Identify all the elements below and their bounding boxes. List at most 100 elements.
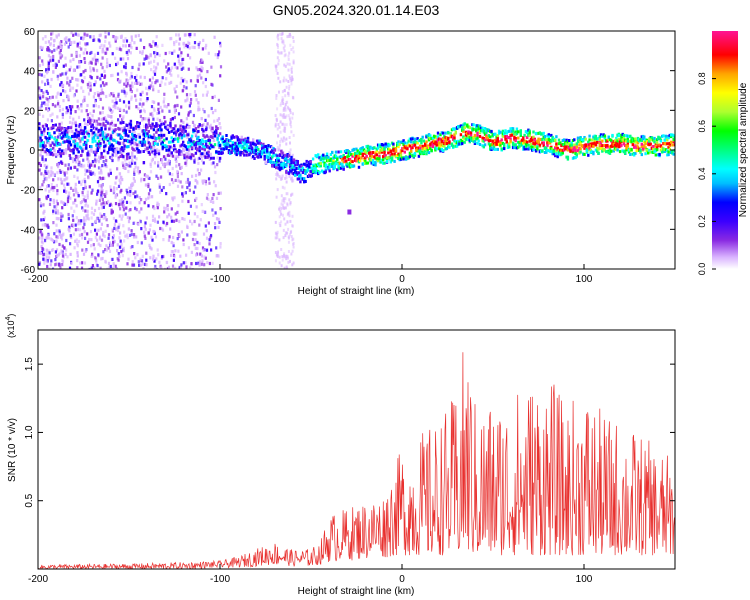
spectrogram-cell	[282, 79, 285, 83]
spectrogram-cell	[92, 266, 95, 269]
spectrogram-cell	[51, 141, 54, 145]
spectrogram-cell	[413, 143, 417, 147]
spectrogram-cell	[137, 125, 140, 129]
spectrogram-cell	[182, 148, 185, 153]
spectrogram-cell	[440, 140, 443, 144]
spectrogram-cell	[77, 115, 81, 119]
spectrogram-cell	[128, 186, 131, 190]
spectrogram-cell	[183, 144, 186, 147]
spectrogram-cell	[482, 145, 485, 149]
spectrogram-cell	[112, 92, 115, 96]
spectrogram-cell	[227, 149, 231, 152]
spectrogram-cell	[175, 33, 178, 37]
spectrogram-cell	[43, 209, 46, 213]
spectrogram-cell	[157, 152, 161, 156]
spectrogram-cell	[582, 138, 585, 142]
spectrogram-cell	[207, 221, 210, 225]
spectrogram-cell	[185, 253, 188, 257]
spectrogram-cell	[304, 172, 307, 175]
spectrogram-cell	[158, 118, 162, 123]
spectrogram-cell	[513, 146, 516, 150]
spectrogram-cell	[119, 134, 122, 138]
spectrogram-cell	[76, 144, 79, 148]
spectrogram-cell	[143, 129, 147, 133]
spectrogram-cell	[503, 132, 506, 136]
spectrogram-cell	[169, 227, 172, 231]
spectrogram-cell	[139, 143, 142, 147]
spectrogram-cell	[188, 41, 191, 46]
spectrogram-cell	[44, 239, 47, 243]
spectrogram-cell	[84, 172, 87, 176]
spectrogram-cell	[189, 266, 192, 269]
spectrogram-cell	[42, 253, 45, 257]
spectrogram-cell	[458, 142, 461, 146]
spectrogram-cell	[596, 146, 599, 150]
spectrogram-cell	[275, 166, 278, 170]
spectrogram-cell	[89, 230, 93, 234]
spectrogram-cell	[648, 143, 651, 147]
spectrogram-cell	[176, 137, 180, 141]
spectrogram-cell	[277, 123, 280, 126]
spectrogram-cell	[347, 209, 352, 215]
spectrogram-cell	[406, 147, 409, 151]
spectrogram-cell	[520, 141, 524, 145]
spectrogram-cell	[67, 182, 71, 186]
spectrogram-cell	[57, 177, 60, 181]
spectrogram-cell	[181, 194, 184, 198]
spectrogram-cell	[238, 141, 241, 145]
spectrogram-cell	[453, 136, 456, 140]
spectrogram-cell	[197, 261, 200, 265]
spectrogram-cell	[63, 171, 66, 175]
spectrogram-cell	[537, 137, 540, 141]
spectrogram-cell	[89, 171, 92, 176]
spectrogram-cell	[54, 250, 57, 254]
spectrogram-cell	[334, 154, 338, 158]
spectrogram-cell	[80, 36, 83, 40]
spectrogram-cell	[115, 152, 119, 156]
spectrogram-cell	[399, 140, 403, 144]
spectrogram-cell	[394, 155, 398, 159]
spectrogram-cell	[290, 125, 293, 129]
spectrogram-cell	[644, 138, 647, 142]
spectrogram-cell	[296, 177, 299, 181]
spectrogram-cell	[276, 188, 279, 192]
spectrogram-cell	[429, 137, 432, 140]
spectrogram-cell	[590, 138, 594, 142]
spectrogram-cell	[505, 140, 508, 144]
spectrogram-cell	[151, 136, 154, 140]
spectrogram-cell	[56, 77, 60, 81]
spectrogram-cell	[292, 261, 295, 265]
spectrogram-cell	[147, 204, 150, 208]
spectrogram-cell	[122, 44, 125, 48]
spectrogram-cell	[69, 136, 73, 140]
spectrogram-cell	[112, 105, 115, 109]
spectrogram-cell	[80, 146, 83, 150]
spectrogram-cell	[282, 98, 285, 102]
spectrogram-cell	[109, 264, 112, 269]
spectrogram-cell	[291, 95, 294, 99]
spectrogram-cell	[91, 140, 94, 144]
spectrogram-cell	[137, 150, 140, 154]
spectrogram-cell	[66, 81, 69, 85]
spectrogram-cell	[447, 131, 450, 135]
spectrogram-cell	[532, 148, 535, 151]
spectrogram-cell	[163, 97, 166, 101]
spectrogram-cell	[165, 126, 168, 129]
spectrogram-cell	[398, 158, 401, 162]
spectrogram-cell	[74, 188, 78, 192]
spectrogram-cell	[50, 32, 53, 36]
spectrogram-cell	[274, 114, 277, 117]
spectrogram-cell	[348, 151, 352, 155]
spectrogram-cell	[427, 133, 431, 137]
spectrogram-cell	[280, 51, 283, 55]
spectrogram-cell	[160, 160, 163, 164]
spectrogram-cell	[118, 47, 121, 51]
spectrogram-cell	[102, 117, 105, 121]
spectrogram-cell	[287, 154, 291, 158]
spectrogram-cell	[86, 103, 89, 108]
spectrogram-cell	[454, 130, 457, 134]
spectrogram-cell	[266, 149, 269, 153]
spectrogram-cell	[625, 148, 628, 152]
spectrogram-cell	[159, 105, 162, 109]
spectrogram-cell	[404, 146, 408, 150]
